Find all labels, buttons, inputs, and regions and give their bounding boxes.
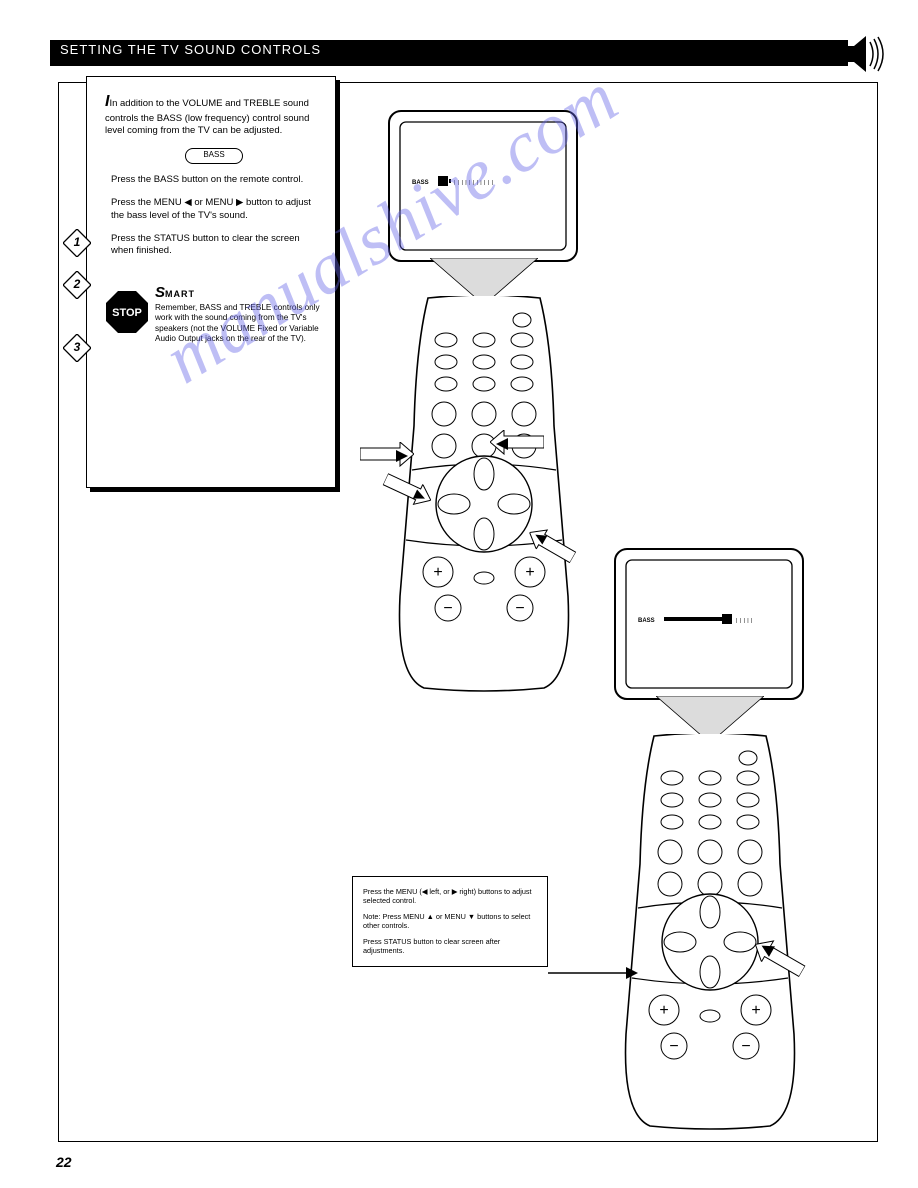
step-diamond-1: 1 [63, 229, 91, 257]
svg-text:STOP: STOP [112, 307, 142, 319]
svg-text:+: + [525, 564, 534, 581]
speaker-icon [844, 36, 888, 77]
callout-line-1: Press the MENU (◀ left, or ▶ right) butt… [363, 887, 537, 906]
tv2-label: BASS [638, 618, 655, 624]
callout-line-2: Note: Press MENU ▲ or MENU ▼ buttons to … [363, 912, 537, 931]
svg-text:+: + [659, 1002, 668, 1019]
callout-box: Press the MENU (◀ left, or ▶ right) butt… [352, 876, 548, 967]
svg-text:−: − [741, 1038, 750, 1055]
step-number-3: 3 [63, 340, 91, 354]
svg-text:−: − [669, 1038, 678, 1055]
instruction-panel: IIn addition to the VOLUME and TREBLE so… [86, 76, 336, 488]
svg-text:+: + [751, 1002, 760, 1019]
svg-text:| | | | | | | | | | |: | | | | | | | | | | | [454, 180, 493, 186]
signal-beam-1 [430, 258, 538, 298]
tv-screen-2: BASS | | | | | [614, 548, 804, 713]
callout-line-3: Press STATUS button to clear screen afte… [363, 937, 537, 956]
tv-screen-1: BASS | | | | | | | | | | | [388, 110, 578, 275]
stop-icon: STOP [105, 290, 149, 334]
svg-text:−: − [443, 600, 452, 617]
page-title: SETTING THE TV SOUND CONTROLS [60, 42, 321, 57]
signal-beam-2 [656, 696, 764, 736]
step-2-text: Press the MENU ◀ or MENU ▶ button to adj… [111, 197, 323, 223]
tv1-label: BASS [412, 180, 429, 186]
smart-title: MART [165, 289, 195, 299]
smart-leadin: S [155, 284, 165, 301]
svg-text:−: − [515, 600, 524, 617]
step-3-text: Press the STATUS button to clear the scr… [111, 233, 323, 259]
svg-text:+: + [433, 564, 442, 581]
bass-button-legend: BASS [185, 148, 243, 164]
step-1-text: Press the BASS button on the remote cont… [111, 174, 323, 187]
intro-text: In addition to the VOLUME and TREBLE sou… [105, 98, 309, 136]
step-number-1: 1 [63, 235, 91, 249]
hand-icon-2 [490, 430, 544, 471]
page-number: 22 [56, 1154, 72, 1170]
step-diamond-2: 2 [63, 271, 91, 299]
step-number-2: 2 [63, 277, 91, 291]
step-diamond-3: 3 [63, 334, 91, 362]
callout-arrow [548, 966, 638, 980]
svg-text:| | | | |: | | | | | [736, 618, 753, 624]
